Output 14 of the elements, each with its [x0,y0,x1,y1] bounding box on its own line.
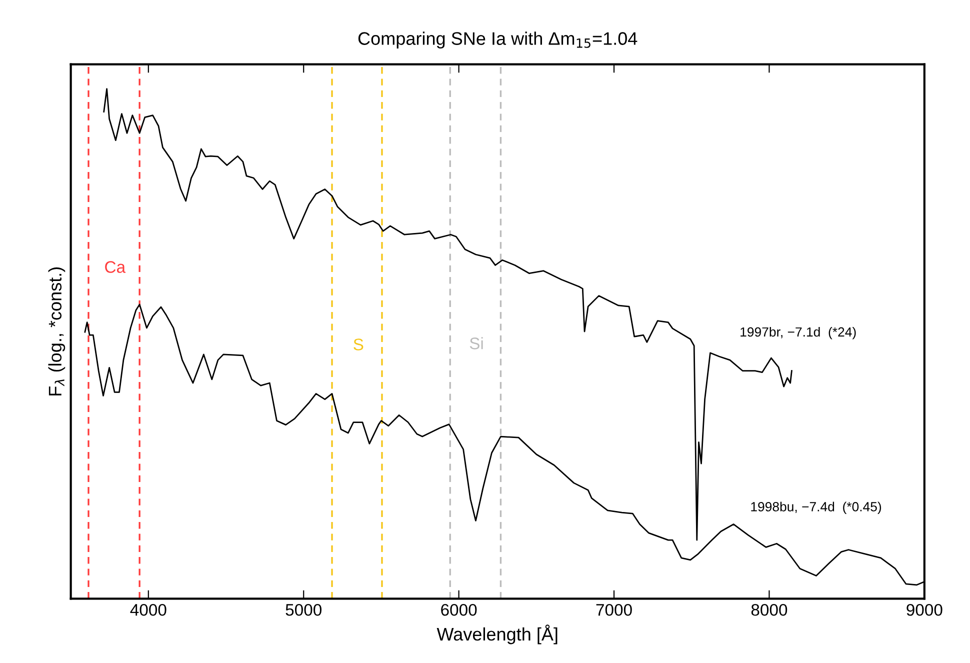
x-tick-label: 6000 [441,604,477,616]
x-tick-label: 5000 [286,604,322,616]
x-tick-label: 4000 [130,604,166,616]
y-axis-title: F$_{λ}$ (log., *const.) [48,267,66,396]
ref-line-label: Ca [105,261,126,273]
x-axis-title: Wavelength [Å] [436,624,558,644]
series-label: 1997br, −7.1d (*24) [740,326,856,340]
series-label: 1998bu, −7.4d (*0.45) [751,502,882,514]
x-tick-label: 8000 [751,604,788,616]
x-tick-label: 9000 [906,604,942,616]
x-tick-label: 7000 [596,604,632,616]
chart-title: Comparing SNe Ia with Δm$_{15}$=1.04 [358,32,638,49]
ref-line-label: Si [470,337,483,350]
ref-line-label: S [354,338,364,350]
